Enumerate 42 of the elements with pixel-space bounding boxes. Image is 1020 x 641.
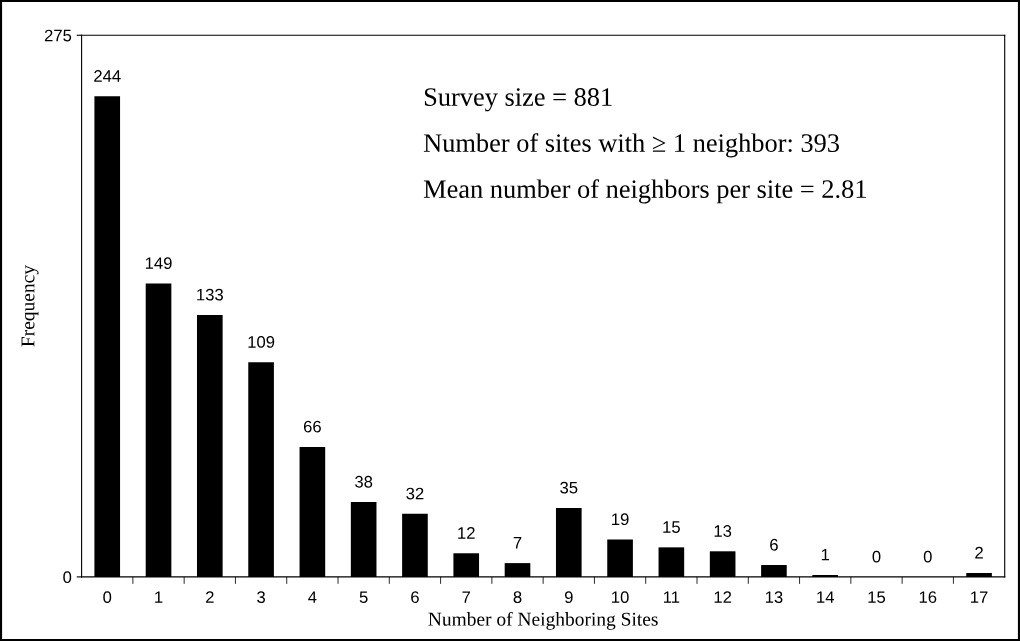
data-label: 109	[248, 336, 275, 348]
x-tick-label: 17	[971, 591, 988, 603]
x-tick-label: 10	[612, 591, 629, 604]
x-tick-label: 8	[513, 591, 522, 604]
data-label: 244	[94, 70, 121, 82]
data-label: 13	[714, 525, 732, 537]
x-tick-label: 11	[663, 591, 680, 603]
x-tick-label: 12	[714, 591, 732, 603]
x-tick-label: 5	[359, 591, 368, 604]
x-tick-label: 1	[155, 591, 163, 603]
data-label: 7	[513, 537, 522, 549]
x-tick-label: 7	[462, 591, 471, 603]
data-label: 12	[458, 527, 475, 539]
data-label: 1	[821, 548, 830, 561]
y-axis-title: Frequency	[21, 265, 39, 347]
x-tick-label: 14	[817, 591, 834, 603]
data-label: 15	[663, 521, 680, 533]
data-label: 19	[612, 513, 629, 526]
x-axis-title: Number of Neighboring Sites	[428, 611, 658, 630]
x-tick-label: 3	[257, 591, 265, 604]
x-tick-label: 4	[308, 591, 317, 603]
data-label: 0	[923, 550, 932, 563]
x-tick-label: 15	[868, 591, 886, 604]
x-tick-label: 9	[564, 591, 573, 604]
x-tick-label: 0	[103, 591, 112, 604]
data-label: 38	[355, 475, 373, 488]
data-label: 0	[872, 550, 881, 563]
data-label: 149	[145, 257, 172, 270]
annotation: Number of sites with ≥ 1 neighbor: 393	[423, 133, 839, 158]
data-label: 133	[197, 288, 223, 301]
data-label: 32	[406, 487, 424, 500]
annotation: Mean number of neighbors per site = 2.81	[423, 179, 866, 204]
data-label: 66	[303, 420, 321, 433]
x-tick-label: 6	[411, 591, 419, 604]
data-label: 2	[975, 546, 983, 559]
x-tick-label: 13	[765, 591, 783, 604]
data-label: 35	[560, 481, 578, 494]
y-tick-label: 275	[44, 29, 72, 42]
data-label: 6	[770, 538, 778, 551]
x-tick-label: 2	[206, 591, 214, 603]
annotation: Survey size = 881	[424, 88, 612, 112]
x-tick-label: 16	[919, 591, 937, 604]
